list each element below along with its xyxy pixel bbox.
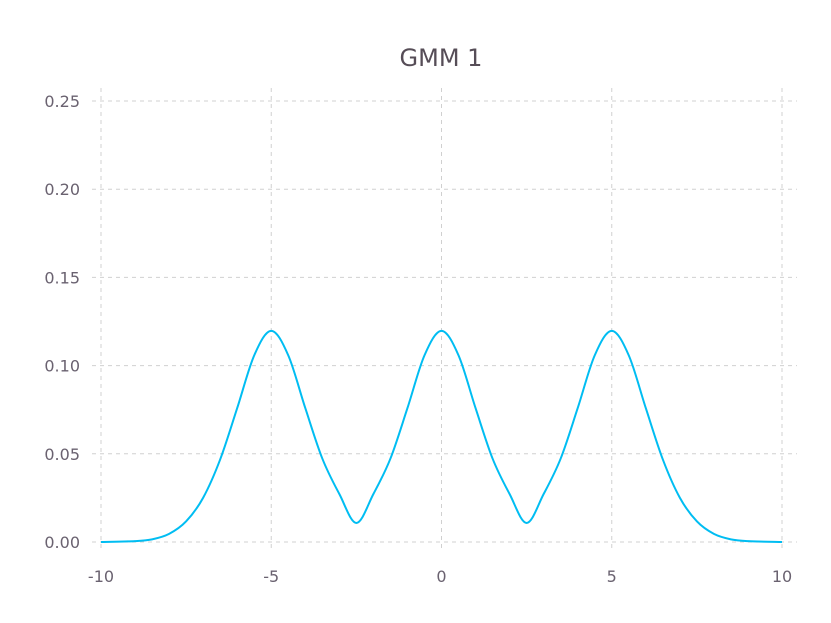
grid-lines bbox=[92, 88, 797, 552]
tick-labels: -10 -5 0 5 10 0.00 0.05 0.10 0.15 0.20 0.25 bbox=[44, 92, 792, 586]
y-tick-label: 0.10 bbox=[44, 357, 80, 376]
x-tick-label: -10 bbox=[88, 567, 114, 586]
series-layer bbox=[100, 329, 783, 543]
y-tick-label: 0.25 bbox=[44, 92, 80, 111]
density-curve bbox=[100, 329, 783, 543]
x-tick-label: 10 bbox=[772, 567, 792, 586]
y-tick-label: 0.15 bbox=[44, 268, 80, 287]
y-tick-label: 0.05 bbox=[44, 445, 80, 464]
x-tick-label: -5 bbox=[263, 567, 279, 586]
x-tick-label: 0 bbox=[436, 567, 446, 586]
y-tick-label: 0.20 bbox=[44, 180, 80, 199]
y-tick-label: 0.00 bbox=[44, 533, 80, 552]
x-tick-label: 5 bbox=[607, 567, 617, 586]
chart-title: GMM 1 bbox=[400, 44, 483, 72]
